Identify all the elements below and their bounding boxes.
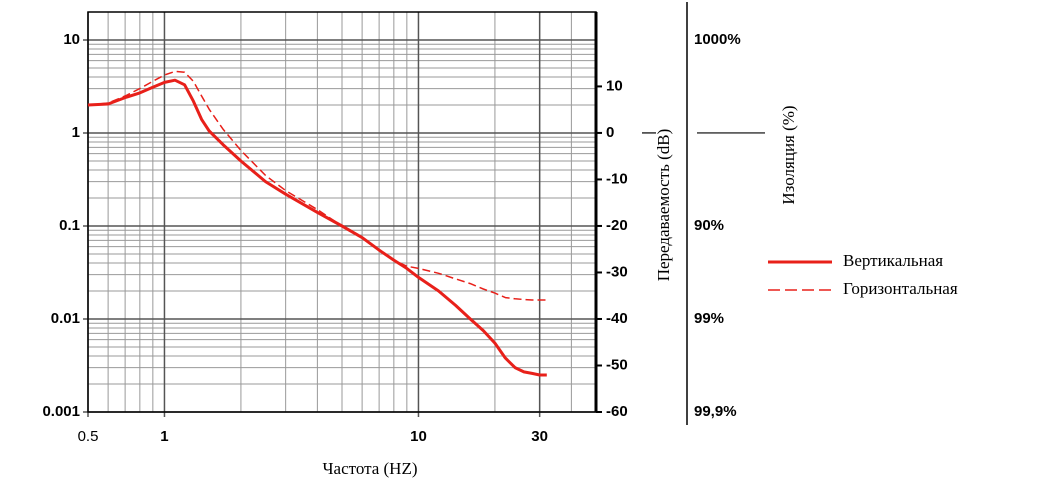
legend-entry: Вертикальная: [843, 251, 943, 270]
legend-entry: Горизонтальная: [843, 279, 958, 298]
y2-tick-label: 10: [606, 77, 623, 94]
y2-tick-label: -10: [606, 170, 628, 187]
y3-tick-label: 90%: [694, 217, 724, 234]
y2-tick-label: -40: [606, 310, 628, 327]
y3-tick-label: 99%: [694, 310, 724, 327]
series-line: [87, 70, 547, 301]
y-tick-label: 0.01: [51, 310, 80, 327]
x-tick-label: 30: [531, 428, 548, 445]
x-axis-title: Частота (HZ): [322, 459, 417, 478]
y3-tick-label: 1000%: [694, 31, 741, 48]
x-tick-label: 0.5: [78, 428, 99, 445]
y-tick-label: 0.1: [59, 217, 80, 234]
y2-tick-label: -20: [606, 217, 628, 234]
x-tick-label: 10: [410, 428, 427, 445]
y-tick-label: 1: [72, 124, 80, 141]
y3-axis-title: Изоляция (%): [779, 105, 798, 204]
y2-tick-label: -30: [606, 263, 628, 280]
y2-tick-label: -60: [606, 403, 628, 420]
y2-tick-label: -50: [606, 356, 628, 373]
y-tick-label: 10: [63, 31, 80, 48]
legend-label: Горизонтальная: [843, 279, 958, 298]
x-tick-label: 1: [160, 428, 168, 445]
y2-axis-title: Передаваемость (dB): [654, 129, 673, 282]
y-tick-label: 0.001: [42, 403, 80, 420]
legend-label: Вертикальная: [843, 251, 943, 270]
y3-tick-label: 99,9%: [694, 403, 737, 420]
y2-tick-label: 0: [606, 124, 614, 141]
